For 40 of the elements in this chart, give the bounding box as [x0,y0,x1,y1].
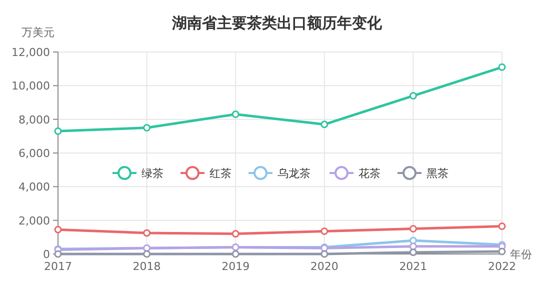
point [409,92,417,100]
point [498,222,506,230]
point [232,250,240,258]
x-tick-label: 2020 [310,260,338,273]
point [54,226,62,234]
legend-label: 乌龙茶 [278,167,310,180]
y-axis-title: 万美元 [22,26,54,39]
legend-label: 绿茶 [142,167,164,180]
point [54,127,62,135]
x-tick-label: 2021 [399,260,428,273]
point [232,230,240,238]
legend-label: 花茶 [358,167,380,180]
x-tick-label: 2017 [44,260,72,273]
y-tick-label: 2,000 [18,214,50,228]
point [143,124,151,132]
point [409,225,417,232]
x-tick-label: 2018 [132,260,161,273]
x-tick-label: 2019 [222,260,250,273]
point [498,63,506,71]
y-tick-label: 0 [43,248,50,261]
point [409,248,417,256]
x-axis-title: 年份 [510,248,532,261]
point [409,236,417,244]
point [498,248,506,256]
point [409,242,417,250]
point [320,228,328,236]
point [232,110,240,118]
chart-title: 湖南省主要茶类出口额历年变化 [171,14,383,32]
y-tick-label: 10,000 [12,80,50,93]
point [143,250,151,258]
point [320,120,328,128]
point [320,250,328,258]
legend-label: 黑茶 [426,167,448,180]
x-tick-label: 2022 [488,260,516,273]
y-tick-label: 6,000 [18,147,50,160]
y-tick-label: 4,000 [18,180,50,194]
legend-label: 红茶 [210,167,232,180]
y-tick-label: 12,000 [12,46,50,59]
point [143,229,151,237]
y-tick-label: 8,000 [18,113,50,126]
